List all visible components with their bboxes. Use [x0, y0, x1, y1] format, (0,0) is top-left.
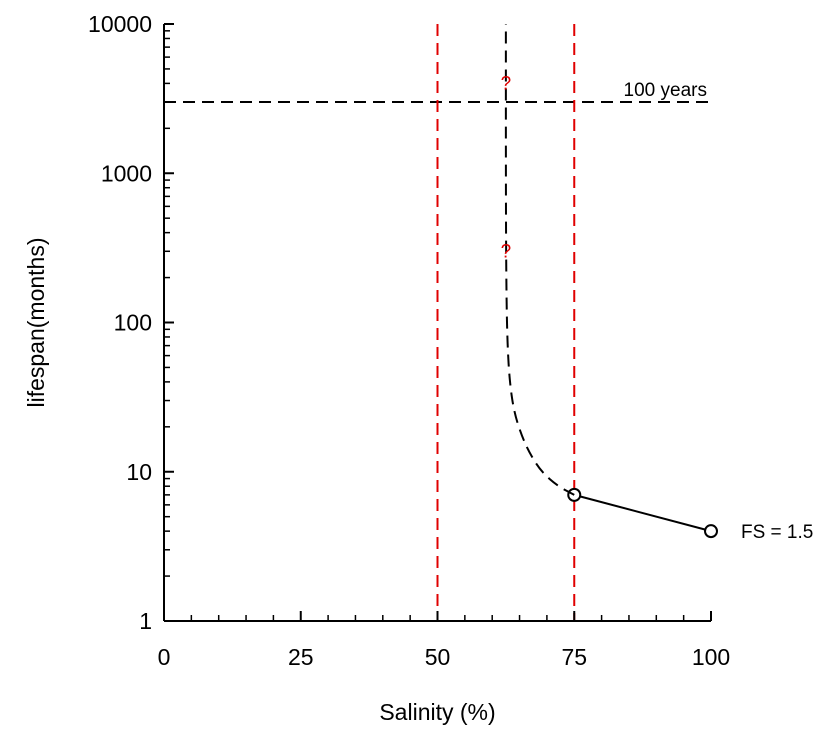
x-tick-label: 75 — [561, 644, 587, 670]
question-mark-annotation: ? — [501, 241, 512, 262]
x-tick-label: 0 — [158, 644, 171, 670]
x-tick-label: 50 — [425, 644, 451, 670]
y-tick-label: 1 — [139, 608, 152, 634]
data-point — [704, 524, 718, 539]
series-label: FS = 1.5 — [741, 522, 813, 543]
y-tick-label: 1000 — [101, 160, 152, 186]
series-line-2 — [504, 24, 575, 496]
x-axis-title: Salinity (%) — [379, 699, 495, 725]
series-line-1 — [573, 493, 712, 533]
y-tick-label: 10000 — [88, 11, 152, 37]
question-mark-annotation: ? — [501, 73, 512, 94]
x-tick-label: 25 — [288, 644, 314, 670]
y-tick-label: 100 — [114, 310, 152, 336]
y-axis-title: lifespan(months) — [23, 237, 49, 407]
reference-line-label: 100 years — [624, 80, 707, 101]
y-tick-label: 10 — [126, 459, 152, 485]
x-tick-label: 100 — [692, 644, 730, 670]
